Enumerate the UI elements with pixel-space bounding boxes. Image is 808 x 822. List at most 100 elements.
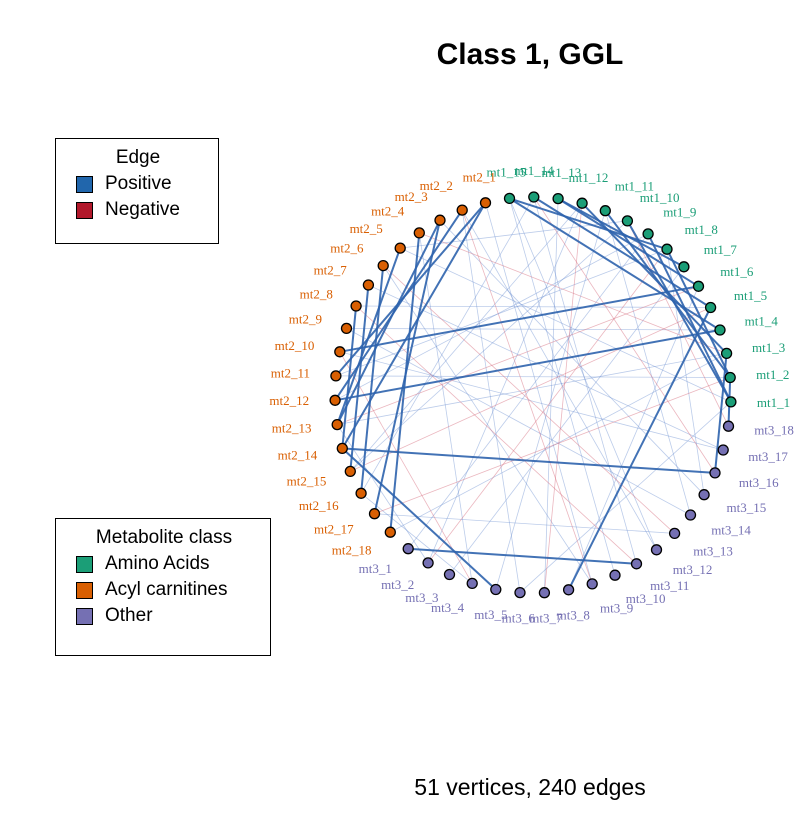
edge-strong-mt3_8-mt1_5 <box>567 307 712 591</box>
edge-light-mt1_12-mt2_15 <box>349 202 583 472</box>
vertex-label-mt1_3: mt1_3 <box>752 340 785 355</box>
vertex-mt1_5 <box>704 301 717 314</box>
edge-strong-mt1_9-mt1_1 <box>647 233 732 403</box>
vertex-mt1_11 <box>599 205 611 217</box>
edge-strong-mt2_1-mt2_14 <box>341 202 487 449</box>
vertex-label-mt2_2: mt2_2 <box>420 178 453 193</box>
vertex-mt3_17 <box>717 444 729 456</box>
vertex-label-mt2_11: mt2_11 <box>271 365 310 380</box>
vertex-mt3_16 <box>709 467 721 479</box>
edge-strong-mt1_8-mt1_2 <box>666 248 732 378</box>
vertex-mt1_6 <box>692 280 705 292</box>
vertex-mt3_12 <box>650 544 663 556</box>
vertex-mt1_14 <box>528 191 540 203</box>
vertex-mt3_14 <box>684 509 697 521</box>
vertex-label-mt3_12: mt3_12 <box>673 562 713 577</box>
edge-strong-mt2_12-mt1_4 <box>334 329 721 402</box>
edge-strong-mt1_11-mt1_2 <box>604 210 732 379</box>
edge-light-mt1_7-mt3_3 <box>449 266 685 575</box>
vertex-mt2_10 <box>334 346 346 358</box>
vertex-label-mt3_8: mt3_8 <box>557 607 590 622</box>
graph-title: Class 1, GGL <box>436 38 624 71</box>
vertex-label-mt1_1: mt1_1 <box>757 395 790 410</box>
vertex-label-mt2_5: mt2_5 <box>350 221 383 236</box>
vertex-label-mt1_12: mt1_12 <box>569 170 609 185</box>
vertex-mt3_2 <box>422 557 434 569</box>
vertex-label-mt1_2: mt1_2 <box>756 367 789 382</box>
edge-strong-mt1_3-mt3_16 <box>714 353 728 473</box>
vertex-mt2_13 <box>331 418 343 431</box>
edge-light-mt1_1-mt3_6 <box>519 401 732 593</box>
vertex-mt3_5 <box>490 583 502 596</box>
vertex-label-mt3_4: mt3_4 <box>431 600 465 615</box>
vertex-label-mt3_7: mt3_7 <box>529 611 563 626</box>
edge-light-mt1_5-mt2_8 <box>356 305 711 308</box>
edge-strong-mt2_10-mt1_6 <box>339 285 699 353</box>
vertex-mt1_2 <box>724 371 736 384</box>
edge-light-mt1_2-mt2_11 <box>335 375 731 378</box>
vertex-label-mt2_10: mt2_10 <box>275 338 315 353</box>
class-legend-item-acyl-carnitines: Acyl carnitines <box>76 577 270 603</box>
edge-light-mt3_11-mt1_14 <box>533 196 637 564</box>
vertex-mt2_9 <box>340 322 353 335</box>
edge-negative-mt2_6-mt3_13 <box>382 265 675 534</box>
vertex-label-mt3_9: mt3_9 <box>600 601 633 616</box>
edge-strong-mt3_5-mt2_14 <box>341 447 497 591</box>
edge-strong-mt1_10-mt1_1 <box>626 220 732 403</box>
vertex-mt1_3 <box>720 347 733 360</box>
vertex-labels: mt1_1 mt1_2 mt1_3 mt1_4 mt1_5 mt1_6 mt1_7 mt1_8… <box>269 163 794 626</box>
edge-light-mt3_7-mt1_13 <box>544 198 559 593</box>
edge-light-mt3_14-mt1_11 <box>604 210 691 516</box>
edge-light-mt2_18-mt1_3 <box>390 353 727 533</box>
edge-light-mt3_1-mt1_9 <box>407 233 649 549</box>
vertex-label-mt1_9: mt1_9 <box>663 205 696 220</box>
vertex-mt1_15 <box>503 192 516 205</box>
vertex-label-mt3_15: mt3_15 <box>727 500 767 515</box>
vertex-mt3_4 <box>466 577 478 590</box>
vertex-label-mt2_18: mt2_18 <box>332 542 372 557</box>
vertex-mt2_3 <box>434 214 446 226</box>
vertex-mt1_10 <box>621 215 634 227</box>
graph-summary: 51 vertices, 240 edges <box>414 774 646 800</box>
edge-strong-mt2_6-mt2_16 <box>360 265 385 494</box>
edge-strong-mt2_2-mt2_12 <box>334 209 464 401</box>
edge-negative-mt2_17-mt1_2 <box>374 377 731 515</box>
vertex-label-mt1_5: mt1_5 <box>734 288 767 303</box>
edge-light-mt2_1-mt3_9 <box>485 202 593 585</box>
edge-legend-label: Negative <box>105 199 180 220</box>
edge-negative-mt2_4-mt1_3 <box>419 232 727 354</box>
edges-strong <box>334 196 732 591</box>
edge-light-mt1_11-mt3_5 <box>495 210 606 590</box>
vertex-mt1_13 <box>552 192 564 205</box>
vertex-label-mt1_13: mt1_13 <box>542 165 582 180</box>
vertex-label-mt2_12: mt2_12 <box>269 393 309 408</box>
edge-strong-mt1_12-mt1_3 <box>581 202 728 355</box>
vertex-mt3_1 <box>402 543 414 555</box>
vertex-mt2_14 <box>336 442 348 455</box>
vertex-mt3_13 <box>668 527 681 540</box>
vertex-label-mt3_13: mt3_13 <box>693 544 733 559</box>
metabolite-class-legend: Metabolite class Amino Acids Acyl carnit… <box>55 518 271 656</box>
edge-light-mt2_9-mt3_14 <box>346 328 691 516</box>
edge-light-mt1_4-mt2_9 <box>346 327 721 331</box>
edge-light-mt3_2-mt1_12 <box>427 203 583 564</box>
vertex-mt2_18 <box>384 526 396 538</box>
vertex-label-mt3_6: mt3_6 <box>502 611 536 626</box>
edge-negative-mt1_5-mt2_15 <box>350 307 711 472</box>
class-legend-item-amino-acids: Amino Acids <box>76 551 270 577</box>
class-legend-item-other: Other <box>76 603 270 629</box>
vertex-label-mt2_14: mt2_14 <box>278 447 318 462</box>
edge-light-mt1_14-mt2_16 <box>360 196 535 494</box>
vertex-label-mt2_6: mt2_6 <box>330 241 364 256</box>
vertex-mt2_5 <box>394 242 406 254</box>
vertex-mt2_2 <box>456 204 468 216</box>
vertex-label-mt1_7: mt1_7 <box>704 242 738 257</box>
edge-light-mt1_6-mt3_8 <box>568 286 699 590</box>
vertex-label-mt2_15: mt2_15 <box>287 474 327 489</box>
class-legend-label: Acyl carnitines <box>105 579 228 600</box>
vertex-mt1_4 <box>714 324 726 336</box>
vertex-label-mt3_2: mt3_2 <box>381 577 414 592</box>
edge-light-mt2_10-mt3_17 <box>339 351 724 451</box>
edge-light-mt3_6-mt2_2 <box>461 210 521 593</box>
vertex-mt2_7 <box>362 279 375 291</box>
